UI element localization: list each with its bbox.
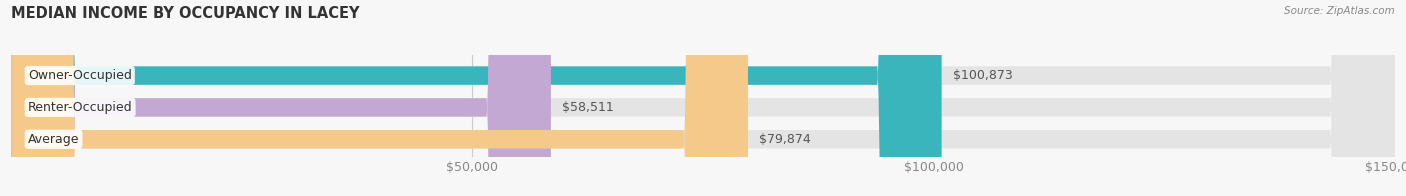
Text: Source: ZipAtlas.com: Source: ZipAtlas.com — [1284, 6, 1395, 16]
Text: Renter-Occupied: Renter-Occupied — [28, 101, 132, 114]
FancyBboxPatch shape — [11, 0, 1395, 196]
Text: $79,874: $79,874 — [759, 133, 811, 146]
FancyBboxPatch shape — [11, 0, 748, 196]
Text: Owner-Occupied: Owner-Occupied — [28, 69, 132, 82]
FancyBboxPatch shape — [11, 0, 942, 196]
Text: $58,511: $58,511 — [562, 101, 614, 114]
Text: $100,873: $100,873 — [953, 69, 1012, 82]
FancyBboxPatch shape — [11, 0, 1395, 196]
Text: MEDIAN INCOME BY OCCUPANCY IN LACEY: MEDIAN INCOME BY OCCUPANCY IN LACEY — [11, 6, 360, 21]
Text: Average: Average — [28, 133, 79, 146]
FancyBboxPatch shape — [11, 0, 551, 196]
FancyBboxPatch shape — [11, 0, 1395, 196]
